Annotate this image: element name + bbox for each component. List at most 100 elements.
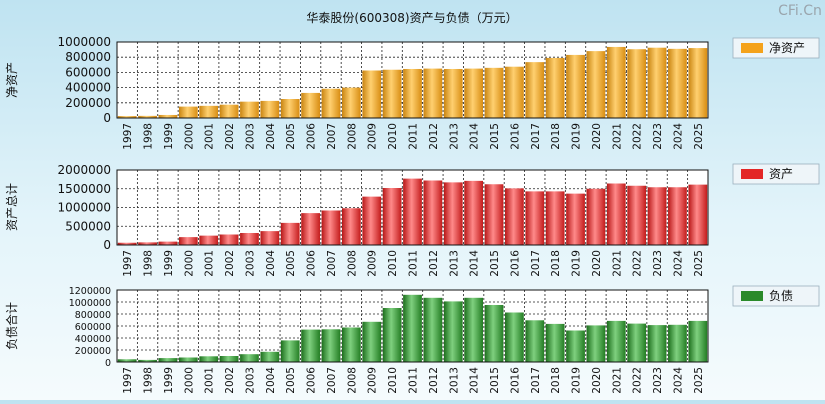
- bar-liabilities-2018: [545, 323, 565, 362]
- x-tick-label: 2010: [387, 123, 399, 150]
- x-tick-label: 2020: [591, 123, 603, 150]
- bar-liabilities-2019: [566, 330, 585, 362]
- bar-total-assets-2015: [484, 184, 504, 245]
- bar-liabilities-2004: [260, 351, 280, 362]
- bar-total-assets-2001: [199, 235, 219, 245]
- x-tick-label: 2025: [693, 123, 705, 150]
- x-tick-label: 2012: [428, 367, 440, 394]
- bar-net-assets-2020: [586, 51, 606, 119]
- y-tick-label: 600000: [65, 65, 111, 79]
- plot-border: [116, 289, 709, 363]
- bar-total-assets-2013: [443, 182, 463, 245]
- x-tick-label: 2024: [672, 250, 684, 277]
- x-tick-label: 2006: [306, 367, 318, 394]
- y-tick-label: 800000: [65, 50, 111, 64]
- x-tick-label: 2006: [306, 123, 318, 150]
- bar-net-assets-2023: [647, 47, 667, 119]
- x-tick-label: 2020: [591, 367, 603, 394]
- x-tick-label: 2015: [489, 123, 501, 150]
- bar-total-assets-2025: [688, 184, 708, 245]
- bar-liabilities-2017: [525, 320, 545, 362]
- bar-net-assets-2018: [545, 57, 565, 118]
- x-tick-label: 2011: [408, 123, 420, 150]
- x-tick-label: 1997: [122, 123, 134, 150]
- bar-liabilities-2011: [403, 294, 422, 362]
- x-tick-label: 2008: [346, 123, 358, 150]
- x-tick-label: 2022: [632, 367, 644, 394]
- bar-net-assets-1997: [117, 116, 137, 118]
- x-tick-label: 2010: [387, 250, 399, 277]
- y-axis-label-net-assets: 净资产: [5, 62, 19, 98]
- bar-liabilities-2016: [505, 312, 524, 362]
- x-tick-label: 2011: [408, 250, 420, 277]
- x-tick-label: 2021: [611, 250, 623, 277]
- bar-total-assets-1998: [138, 242, 157, 245]
- y-axis-label-liabilities: 负债合计: [4, 302, 19, 350]
- panel-total-assets: 2000000 1500000 1000000 500000 0 1997 1998 1999…: [5, 163, 820, 277]
- y-tick-label: 0: [103, 238, 111, 252]
- x-tick-label: 2015: [489, 367, 501, 394]
- x-tick-label: 2022: [632, 250, 644, 277]
- x-tick-label: 1999: [163, 250, 175, 277]
- bar-total-assets-1999: [158, 241, 178, 245]
- x-tick-label: 1998: [143, 123, 155, 150]
- bar-liabilities-2008: [341, 327, 361, 362]
- bar-total-assets-2017: [525, 191, 545, 245]
- x-tick-label: 2007: [326, 123, 338, 150]
- bar-net-assets-2002: [219, 104, 239, 118]
- bar-net-assets-2011: [403, 68, 422, 118]
- bar-net-assets-2015: [484, 67, 504, 118]
- legend-label: 资产: [769, 167, 793, 181]
- bar-liabilities-1999: [158, 358, 178, 362]
- bar-net-assets-2016: [505, 66, 524, 118]
- y-tick-label: 0: [103, 111, 111, 125]
- legend-net-assets: 净资产: [732, 37, 820, 59]
- bar-net-assets-2014: [464, 68, 484, 118]
- x-tick-label: 2001: [204, 250, 216, 277]
- bar-liabilities-2002: [219, 356, 239, 362]
- bar-liabilities-2025: [688, 320, 708, 362]
- bar-net-assets-2004: [260, 100, 280, 118]
- x-tick-label: 2004: [265, 250, 277, 277]
- x-tick-label: 2024: [672, 123, 684, 150]
- x-tick-label: 2004: [265, 123, 277, 150]
- bar-liabilities-2020: [586, 325, 606, 362]
- x-tick-label: 2017: [530, 250, 542, 277]
- x-tick-label: 2025: [693, 367, 705, 394]
- x-tick-label: 2004: [265, 367, 277, 394]
- bar-liabilities-2007: [321, 329, 341, 362]
- bar-total-assets-2019: [566, 193, 585, 245]
- x-tick-label: 2003: [244, 123, 256, 150]
- x-tick-label: 2003: [244, 250, 256, 277]
- bar-net-assets-1998: [138, 115, 157, 118]
- bar-total-assets-2014: [464, 180, 484, 245]
- x-tick-label: 2007: [326, 367, 338, 394]
- bar-net-assets-2025: [688, 48, 708, 118]
- bar-total-assets-2020: [586, 188, 606, 245]
- y-tick-label: 400000: [75, 334, 111, 345]
- x-tick-label: 2019: [571, 250, 583, 277]
- legend-swatch: [741, 43, 763, 53]
- y-tick-label: 200000: [75, 346, 111, 357]
- legend-liabilities: 负债: [732, 285, 820, 307]
- bar-total-assets-2012: [423, 180, 443, 245]
- x-tick-label: 2008: [346, 250, 358, 277]
- bar-liabilities-2014: [464, 297, 484, 362]
- chart-title: 华泰股份(600308)资产与负债（万元）: [306, 11, 517, 25]
- x-tick-label: 2018: [550, 250, 562, 277]
- x-tick-label: 2009: [367, 250, 379, 277]
- x-tick-label: 1997: [122, 250, 134, 277]
- bar-net-assets-2022: [627, 49, 647, 118]
- bar-liabilities-2009: [362, 321, 382, 362]
- x-tick-label: 2022: [632, 123, 644, 150]
- x-tick-label: 2023: [652, 250, 664, 277]
- bar-net-assets-2017: [525, 62, 545, 118]
- bar-total-assets-2007: [321, 210, 341, 245]
- x-tick-label: 2010: [387, 367, 399, 394]
- bar-total-assets-2011: [403, 178, 422, 245]
- x-tick-label: 1997: [122, 367, 134, 394]
- x-tick-label: 1998: [143, 367, 155, 394]
- x-tick-label: 2017: [530, 367, 542, 394]
- bar-liabilities-2000: [178, 357, 198, 362]
